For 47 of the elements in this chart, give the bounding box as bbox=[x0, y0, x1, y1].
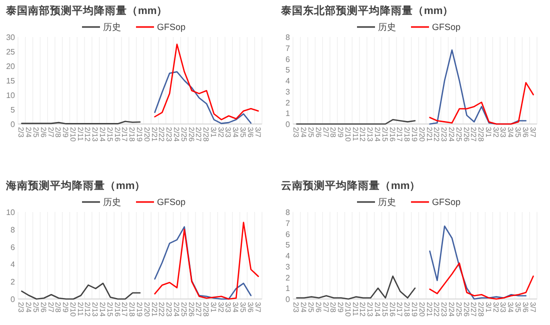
y-tick-label: 30 bbox=[6, 33, 16, 42]
y-tick-label: 0 bbox=[10, 295, 16, 304]
chart-title: 泰国东北部预测平均降雨量（mm） bbox=[280, 4, 454, 17]
y-tick-label: 5 bbox=[286, 240, 291, 250]
y-tick-label: 8 bbox=[286, 208, 291, 217]
legend-label: 历史 bbox=[103, 22, 121, 32]
legend-label: GFSop bbox=[157, 22, 186, 32]
y-tick-label: 1 bbox=[286, 109, 291, 118]
y-tick-label: 4 bbox=[286, 252, 291, 260]
y-tick-label: 8 bbox=[286, 33, 291, 42]
legend-label: 历史 bbox=[378, 197, 396, 207]
y-tick-label: 3 bbox=[286, 87, 291, 96]
chart-title: 云南预测平均降雨量（mm） bbox=[281, 179, 421, 192]
y-tick-label: 7 bbox=[286, 44, 291, 53]
y-tick-label: 7 bbox=[286, 218, 291, 228]
y-tick-label: 8 bbox=[10, 225, 16, 234]
y-tick-label: 25 bbox=[6, 48, 16, 56]
y-tick-label: 5 bbox=[286, 66, 291, 75]
chart-title: 海南预测平均降雨量（mm） bbox=[5, 179, 146, 192]
y-tick-label: 2 bbox=[286, 98, 291, 108]
legend-历史: 历史 bbox=[82, 22, 121, 32]
y-tick-label: 4 bbox=[286, 76, 291, 86]
y-tick-label: 6 bbox=[286, 230, 291, 239]
y-tick-label: 4 bbox=[10, 260, 16, 270]
y-tick-label: 0 bbox=[10, 120, 16, 129]
y-tick-label: 6 bbox=[286, 54, 291, 64]
y-tick-label: 1 bbox=[286, 284, 291, 294]
legend-label: GFSop bbox=[157, 197, 186, 207]
y-tick-label: 10 bbox=[6, 208, 16, 217]
y-tick-label: 5 bbox=[10, 106, 16, 114]
legend-历史: 历史 bbox=[357, 22, 396, 32]
legend-历史: 历史 bbox=[82, 197, 121, 207]
y-tick-label: 6 bbox=[10, 242, 16, 252]
y-tick-label: 20 bbox=[6, 62, 16, 71]
y-tick-label: 2 bbox=[286, 273, 291, 282]
legend-label: GFSop bbox=[432, 22, 461, 32]
y-tick-label: 3 bbox=[286, 262, 291, 272]
y-tick-label: 0 bbox=[286, 295, 291, 304]
y-tick-label: 2 bbox=[10, 278, 16, 287]
legend-label: GFSop bbox=[432, 197, 461, 207]
chart-title: 泰国南部预测平均降雨量（mm） bbox=[5, 4, 168, 17]
y-tick-label: 15 bbox=[6, 76, 16, 86]
legend-label: 历史 bbox=[103, 197, 121, 207]
y-tick-label: 0 bbox=[286, 120, 291, 129]
y-tick-label: 10 bbox=[6, 91, 16, 100]
legend-label: 历史 bbox=[378, 22, 396, 32]
legend-历史: 历史 bbox=[357, 197, 396, 207]
